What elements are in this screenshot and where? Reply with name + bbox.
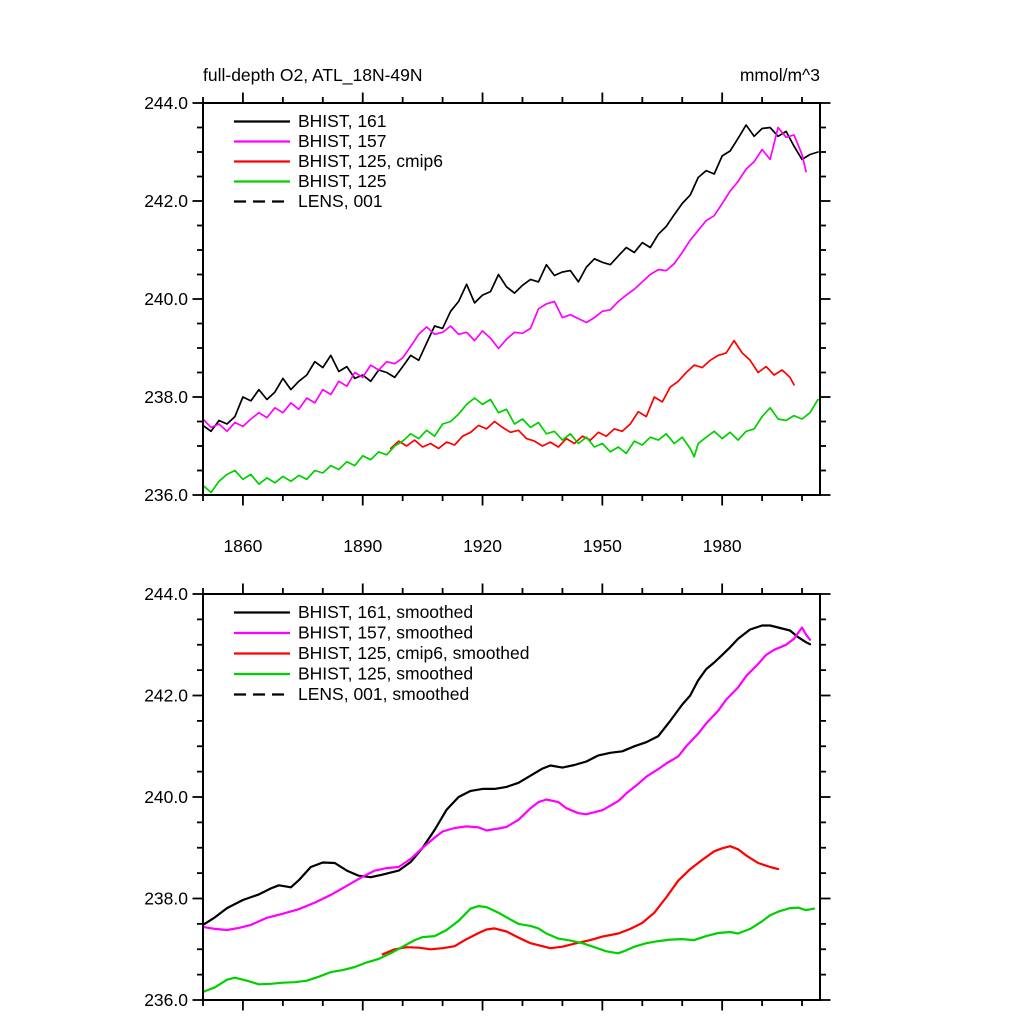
series-line-bhist-125	[203, 397, 819, 494]
axis-ticks	[192, 92, 831, 506]
y-tick-label: 236.0	[144, 485, 188, 505]
chart-units-label: mmol/m^3	[740, 65, 820, 85]
legend-label: BHIST, 125, cmip6, smoothed	[298, 643, 530, 663]
plot-frame	[202, 102, 821, 496]
series-group	[203, 624, 816, 993]
series-line-bhist-161	[203, 124, 819, 433]
x-tick-label: 1860	[223, 536, 262, 556]
legend-label: LENS, 001	[298, 191, 383, 211]
y-tick-label: 238.0	[144, 387, 188, 407]
chart-title: full-depth O2, ATL_18N-49N	[203, 65, 423, 86]
legend-label: BHIST, 125	[298, 171, 387, 191]
y-tick-label: 242.0	[144, 191, 188, 211]
series-line-bhist-125-cmip6	[389, 339, 795, 450]
bottom-plot-area: 236.0 238.0 240.0 242.0 244.0 BHIST, 161, smo…	[144, 583, 831, 1011]
series-line-bhist-157-smoothed	[203, 626, 812, 932]
x-tick-label: 1980	[703, 536, 742, 556]
y-tick-label: 244.0	[144, 584, 188, 604]
y-tick-label: 244.0	[144, 93, 188, 113]
top-plot-area: 236.0 238.0 240.0 242.0 244.0 1860 1890 1920 195…	[144, 92, 831, 556]
series-line-bhist-157	[203, 126, 807, 433]
legend-label: BHIST, 161	[298, 111, 387, 131]
x-tick-label: 1890	[343, 536, 382, 556]
legend-label: BHIST, 161, smoothed	[298, 602, 473, 622]
y-tick-label: 242.0	[144, 686, 188, 706]
x-tick-label: 1920	[463, 536, 502, 556]
series-line-bhist-125-smoothed	[203, 905, 816, 993]
y-tick-label: 238.0	[144, 889, 188, 909]
legend-label: BHIST, 125, cmip6	[298, 151, 443, 171]
legend-label: BHIST, 125, smoothed	[298, 664, 473, 684]
plot-frame	[202, 593, 821, 1001]
legend-label: LENS, 001, smoothed	[298, 684, 469, 704]
y-tick-label: 236.0	[144, 990, 188, 1010]
legend-label: BHIST, 157	[298, 131, 387, 151]
x-tick-label: 1950	[583, 536, 622, 556]
legend-label: BHIST, 157, smoothed	[298, 623, 473, 643]
series-line-bhist-161-smoothed	[203, 624, 812, 926]
y-tick-label: 240.0	[144, 787, 188, 807]
series-group	[203, 124, 819, 494]
series-line-bhist-125-cmip6-smoothed	[381, 845, 780, 956]
y-tick-label: 240.0	[144, 289, 188, 309]
